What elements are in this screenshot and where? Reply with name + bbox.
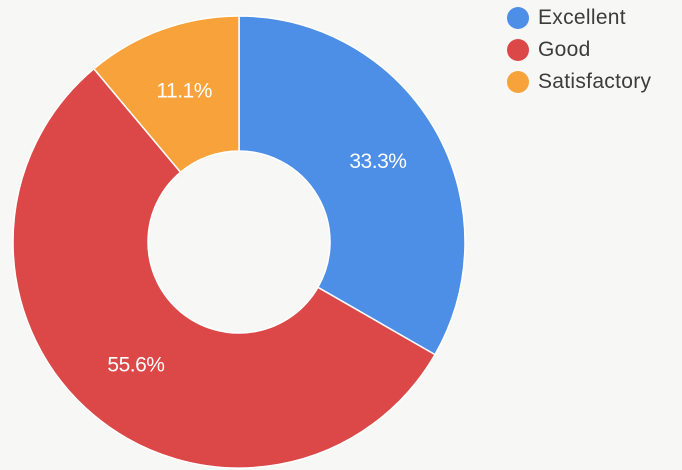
legend-item-excellent[interactable]: Excellent xyxy=(507,4,651,32)
slice-label-satisfactory: 11.1% xyxy=(156,80,212,103)
legend-item-satisfactory[interactable]: Satisfactory xyxy=(507,68,651,96)
legend-label-excellent: Excellent xyxy=(538,6,626,29)
legend-swatch-good xyxy=(507,39,529,61)
legend-item-good[interactable]: Good xyxy=(507,36,651,64)
donut-slice-good[interactable] xyxy=(12,67,436,469)
slice-label-good: 55.6% xyxy=(107,354,164,377)
legend-swatch-excellent xyxy=(507,7,529,29)
legend-label-good: Good xyxy=(538,38,591,61)
legend-label-satisfactory: Satisfactory xyxy=(538,70,652,93)
slice-label-excellent: 33.3% xyxy=(349,150,406,173)
donut-slice-satisfactory[interactable] xyxy=(92,15,240,174)
legend-swatch-satisfactory xyxy=(507,71,529,93)
donut-slice-excellent[interactable] xyxy=(238,15,466,356)
chart-legend: Excellent Good Satisfactory xyxy=(507,4,651,100)
